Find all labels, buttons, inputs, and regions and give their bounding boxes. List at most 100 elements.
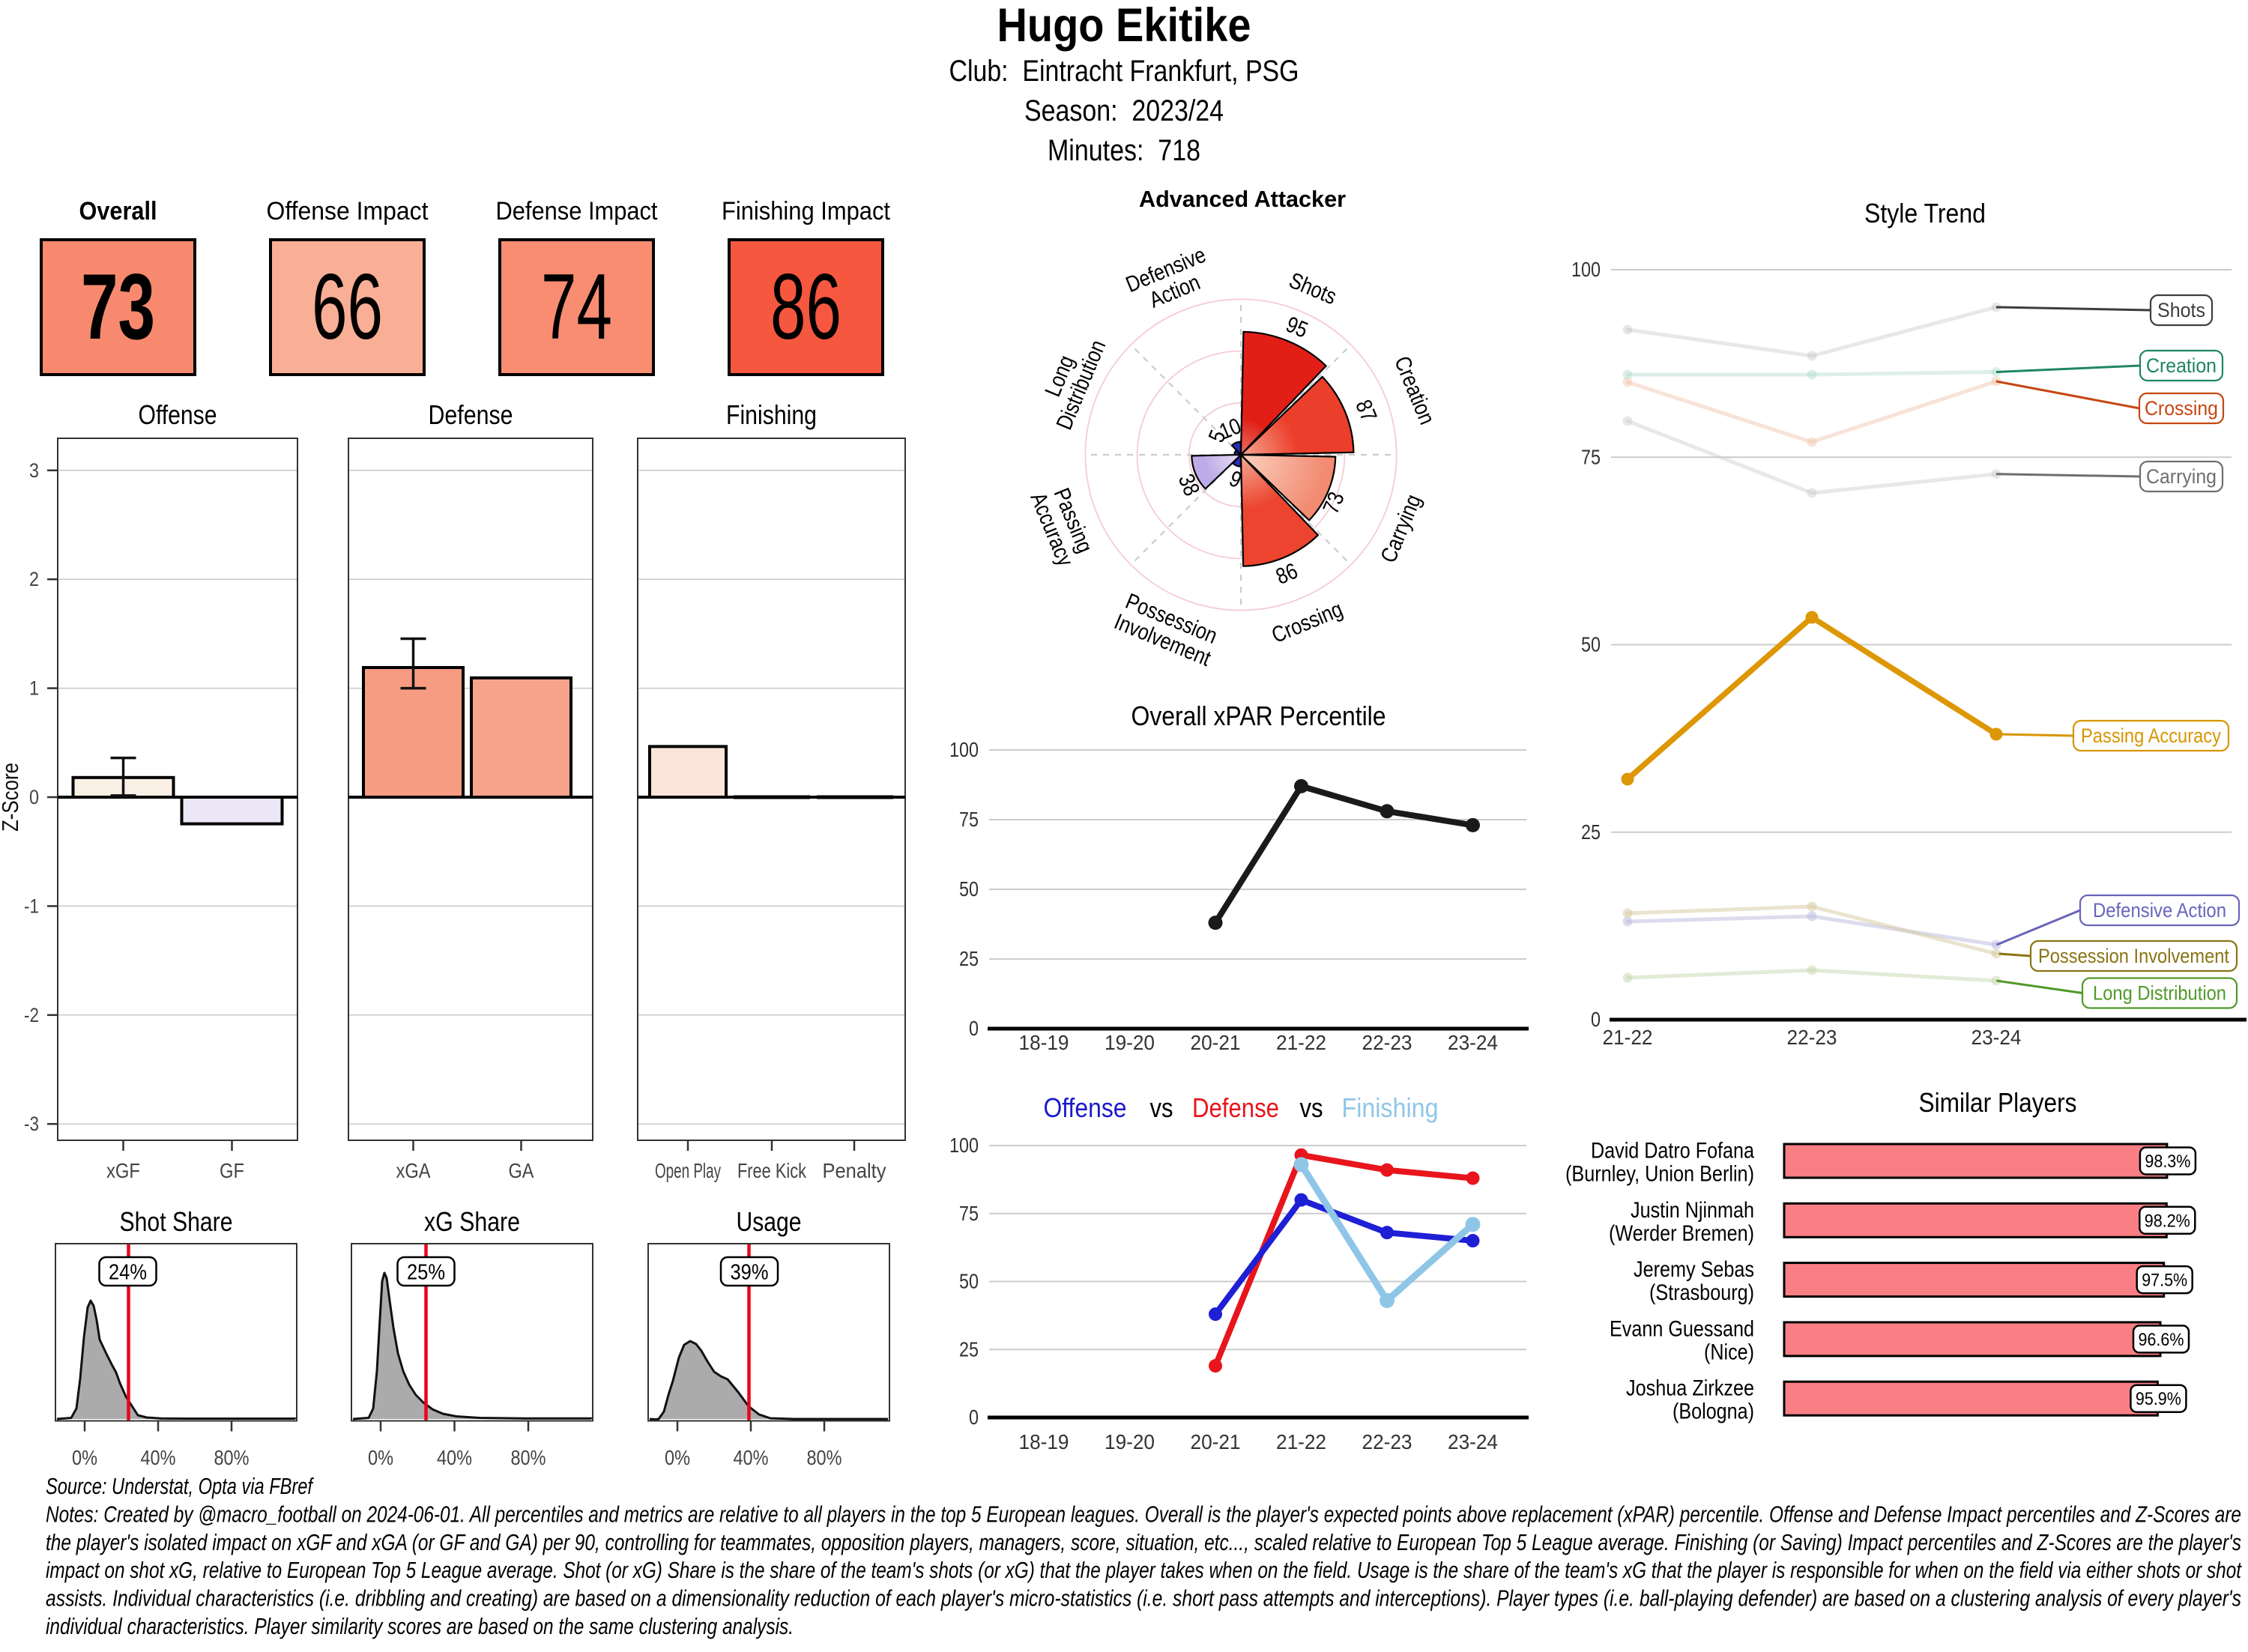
svg-text:Overall: Overall [79,197,157,226]
svg-text:Passing Accuracy: Passing Accuracy [2081,724,2222,747]
svg-text:Offense: Offense [139,399,217,430]
svg-text:Finishing: Finishing [1342,1092,1439,1123]
svg-text:-1: -1 [24,895,39,917]
svg-text:Finishing Impact: Finishing Impact [722,197,891,226]
svg-text:Evann Guessand: Evann Guessand [1610,1316,1754,1341]
svg-text:0%: 0% [665,1446,690,1469]
svg-text:21-22: 21-22 [1276,1430,1326,1453]
svg-text:25: 25 [959,1337,979,1361]
svg-text:Defense: Defense [1192,1092,1279,1123]
svg-text:95.9%: 95.9% [2136,1389,2181,1409]
svg-text:(Burnley, Union Berlin): (Burnley, Union Berlin) [1565,1162,1754,1187]
svg-text:0%: 0% [72,1446,97,1469]
svg-text:96.6%: 96.6% [2139,1330,2184,1350]
svg-text:Defense: Defense [429,399,513,430]
svg-text:3: 3 [29,459,39,482]
svg-text:Defense Impact: Defense Impact [496,197,658,226]
svg-text:Source: Understat, Opta via FB: Source: Understat, Opta via FBref [46,1473,315,1499]
svg-text:Free Kick: Free Kick [737,1159,806,1182]
svg-text:80%: 80% [214,1446,250,1469]
svg-text:Jeremy Sebas: Jeremy Sebas [1634,1257,1754,1282]
svg-text:Defensive Action: Defensive Action [2093,899,2226,922]
svg-text:(Strasbourg): (Strasbourg) [1649,1280,1754,1305]
svg-text:74: 74 [541,255,612,359]
svg-text:18-19: 18-19 [1019,1031,1069,1054]
svg-text:23-24: 23-24 [1448,1031,1498,1054]
svg-text:Carrying: Carrying [2146,465,2217,488]
svg-text:0%: 0% [368,1446,393,1469]
svg-text:25%: 25% [407,1261,445,1285]
svg-text:Open Play: Open Play [655,1159,721,1182]
svg-text:Similar Players: Similar Players [1919,1087,2077,1118]
svg-text:73: 73 [81,255,155,359]
svg-text:Notes: Created by @macro_footb: Notes: Created by @macro_football on 202… [46,1501,2241,1527]
svg-text:the player's isolated impact o: the player's isolated impact on xGF and … [46,1529,2241,1555]
svg-text:100: 100 [949,738,979,761]
svg-text:Hugo Ekitike: Hugo Ekitike [997,0,1251,52]
svg-text:Season: 2023/24: Season: 2023/24 [1024,94,1224,127]
svg-text:Finishing: Finishing [726,399,817,430]
svg-text:25: 25 [1581,820,1601,844]
svg-text:19-20: 19-20 [1105,1031,1155,1054]
svg-text:98.2%: 98.2% [2145,1211,2190,1231]
svg-text:vs: vs [1150,1092,1173,1123]
svg-text:75: 75 [959,808,979,831]
svg-text:0: 0 [969,1017,979,1040]
svg-text:23-24: 23-24 [1448,1430,1498,1453]
svg-text:50: 50 [959,877,979,901]
svg-text:50: 50 [959,1270,979,1293]
svg-text:Shots: Shots [2157,299,2205,321]
svg-text:Long Distribution: Long Distribution [2093,982,2226,1005]
svg-text:39%: 39% [731,1261,769,1285]
svg-text:vs: vs [1300,1092,1323,1123]
svg-text:Offense: Offense [1044,1092,1127,1123]
svg-text:21-22: 21-22 [1276,1031,1326,1054]
svg-text:Z-Score: Z-Score [0,763,23,832]
svg-text:xGF: xGF [106,1159,140,1182]
svg-text:21-22: 21-22 [1603,1026,1653,1049]
svg-text:Overall xPAR Percentile: Overall xPAR Percentile [1131,701,1386,731]
svg-text:0: 0 [969,1406,979,1429]
svg-text:50: 50 [1581,633,1601,656]
svg-text:75: 75 [959,1202,979,1225]
svg-text:24%: 24% [109,1261,147,1285]
svg-text:Justin Njinmah: Justin Njinmah [1631,1198,1754,1223]
svg-text:1: 1 [29,677,39,700]
svg-text:40%: 40% [734,1446,769,1469]
svg-text:19-20: 19-20 [1105,1430,1155,1453]
svg-text:-3: -3 [24,1113,39,1135]
svg-text:22-23: 22-23 [1787,1026,1837,1049]
svg-text:20-21: 20-21 [1191,1031,1241,1054]
svg-text:(Werder Bremen): (Werder Bremen) [1609,1221,1754,1246]
svg-text:-2: -2 [24,1004,39,1026]
svg-text:23-24: 23-24 [1971,1026,2022,1049]
svg-text:22-23: 22-23 [1362,1430,1412,1453]
svg-text:66: 66 [312,255,383,359]
svg-text:20-21: 20-21 [1191,1430,1241,1453]
svg-text:GA: GA [509,1159,535,1182]
svg-text:assists. Individual characteri: assists. Individual characteristics (i.e… [46,1585,2241,1612]
svg-text:Offense Impact: Offense Impact [267,197,429,226]
svg-text:Penalty: Penalty [823,1159,886,1182]
svg-text:Creation: Creation [2146,354,2217,377]
svg-text:David Datro Fofana: David Datro Fofana [1591,1139,1754,1164]
svg-text:Joshua Zirkzee: Joshua Zirkzee [1626,1376,1754,1401]
svg-text:xG Share: xG Share [424,1206,520,1237]
svg-text:75: 75 [1581,445,1601,468]
svg-text:(Nice): (Nice) [1704,1340,1754,1364]
svg-text:individual characteristics. Pl: individual characteristics. Player simil… [46,1613,794,1639]
svg-text:Crossing: Crossing [2145,397,2218,420]
svg-text:80%: 80% [807,1446,842,1469]
svg-text:Style Trend: Style Trend [1864,198,1986,229]
svg-text:86: 86 [770,255,842,359]
svg-text:Possession Involvement: Possession Involvement [2038,945,2230,967]
svg-text:Advanced Attacker: Advanced Attacker [1139,186,1346,212]
svg-text:40%: 40% [437,1446,472,1469]
svg-text:100: 100 [949,1134,979,1157]
svg-text:Shot Share: Shot Share [120,1206,233,1237]
svg-text:25: 25 [959,947,979,970]
svg-text:97.5%: 97.5% [2142,1271,2187,1291]
svg-text:impact on shot xG, relative to: impact on shot xG, relative to European … [46,1557,2242,1583]
svg-text:2: 2 [29,568,39,590]
svg-text:(Bologna): (Bologna) [1673,1400,1754,1424]
